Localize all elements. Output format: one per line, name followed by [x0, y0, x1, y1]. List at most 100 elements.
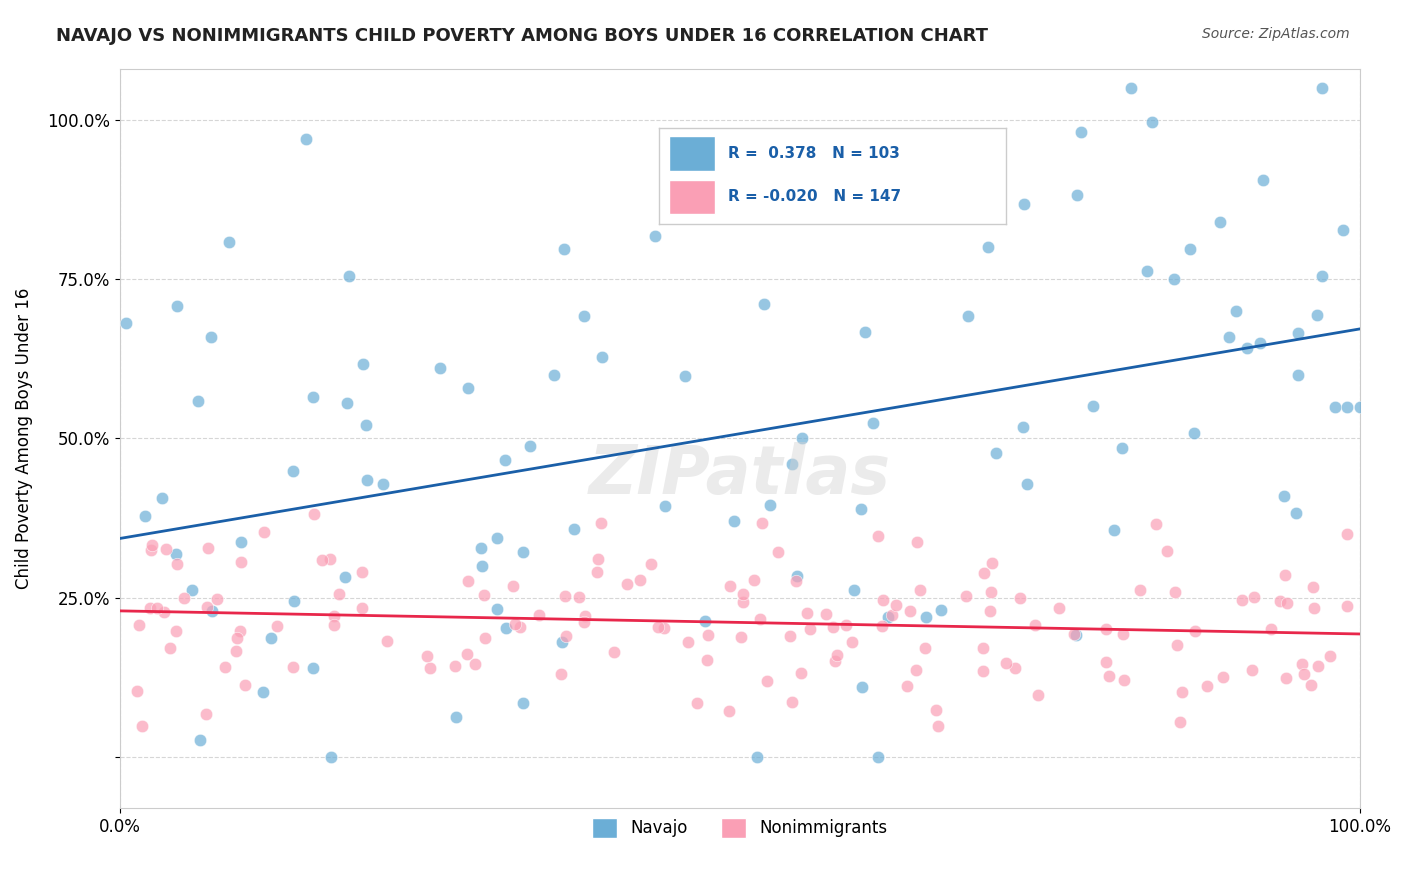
- Point: [759, 498, 782, 512]
- Point: [1274, 568, 1296, 582]
- Point: [485, 531, 508, 545]
- Point: [266, 619, 288, 633]
- Point: [723, 514, 745, 528]
- Point: [495, 621, 517, 635]
- Point: [229, 624, 252, 639]
- Point: [319, 750, 342, 764]
- Point: [1184, 624, 1206, 638]
- Point: [188, 733, 211, 747]
- Point: [1336, 400, 1358, 414]
- Point: [173, 591, 195, 605]
- Point: [323, 609, 346, 624]
- Point: [197, 541, 219, 555]
- Text: ZIPatlas: ZIPatlas: [589, 442, 890, 508]
- Point: [654, 499, 676, 513]
- Point: [444, 710, 467, 724]
- Point: [553, 243, 575, 257]
- Point: [470, 541, 492, 555]
- Point: [1112, 627, 1135, 641]
- Point: [352, 565, 374, 579]
- Point: [591, 351, 613, 365]
- Point: [686, 696, 709, 710]
- Point: [464, 657, 486, 671]
- Point: [319, 552, 342, 566]
- Point: [555, 629, 578, 643]
- Point: [868, 750, 890, 764]
- Point: [1063, 627, 1085, 641]
- Point: [371, 476, 394, 491]
- Point: [929, 603, 952, 617]
- Point: [572, 309, 595, 323]
- Point: [1336, 599, 1358, 613]
- Point: [696, 653, 718, 667]
- Point: [733, 586, 755, 600]
- Point: [512, 696, 534, 710]
- Point: [616, 577, 638, 591]
- Point: [925, 703, 948, 717]
- Point: [718, 704, 741, 718]
- Point: [880, 607, 903, 622]
- Point: [589, 516, 612, 531]
- Point: [352, 357, 374, 371]
- Point: [115, 316, 138, 330]
- Point: [1112, 673, 1135, 687]
- Point: [1111, 441, 1133, 455]
- Point: [1178, 242, 1201, 256]
- Point: [486, 602, 509, 616]
- Point: [1285, 506, 1308, 520]
- Point: [898, 170, 921, 185]
- Point: [134, 508, 156, 523]
- Point: [1047, 601, 1070, 615]
- Point: [676, 635, 699, 649]
- Point: [1319, 649, 1341, 664]
- Point: [768, 545, 790, 559]
- Point: [356, 473, 378, 487]
- Point: [205, 592, 228, 607]
- Point: [283, 660, 305, 674]
- Point: [1286, 368, 1309, 382]
- Point: [1156, 544, 1178, 558]
- Point: [789, 666, 811, 681]
- Point: [1302, 580, 1324, 594]
- Point: [543, 368, 565, 382]
- Point: [323, 618, 346, 632]
- Point: [233, 678, 256, 692]
- Point: [652, 621, 675, 635]
- Point: [328, 586, 350, 600]
- Point: [494, 453, 516, 467]
- Point: [1066, 188, 1088, 202]
- Point: [457, 381, 479, 395]
- Point: [519, 439, 541, 453]
- Point: [311, 553, 333, 567]
- Point: [586, 566, 609, 580]
- Point: [782, 457, 804, 471]
- Point: [868, 528, 890, 542]
- Point: [1230, 593, 1253, 607]
- Point: [1170, 685, 1192, 699]
- Point: [562, 522, 585, 536]
- Point: [1243, 590, 1265, 604]
- Point: [1144, 517, 1167, 532]
- Point: [336, 395, 359, 409]
- Point: [225, 632, 247, 646]
- Point: [979, 604, 1001, 618]
- Point: [252, 684, 274, 698]
- Point: [375, 634, 398, 648]
- Point: [153, 605, 176, 619]
- Point: [673, 368, 696, 383]
- Point: [574, 608, 596, 623]
- Point: [1008, 591, 1031, 605]
- Point: [1336, 527, 1358, 541]
- Point: [1303, 600, 1326, 615]
- Point: [1004, 661, 1026, 675]
- Point: [1218, 329, 1240, 343]
- Point: [602, 644, 624, 658]
- Point: [337, 269, 360, 284]
- Point: [502, 579, 524, 593]
- Point: [824, 654, 846, 668]
- Point: [1331, 222, 1354, 236]
- Point: [628, 574, 651, 588]
- Point: [281, 464, 304, 478]
- Point: [644, 229, 666, 244]
- Point: [730, 631, 752, 645]
